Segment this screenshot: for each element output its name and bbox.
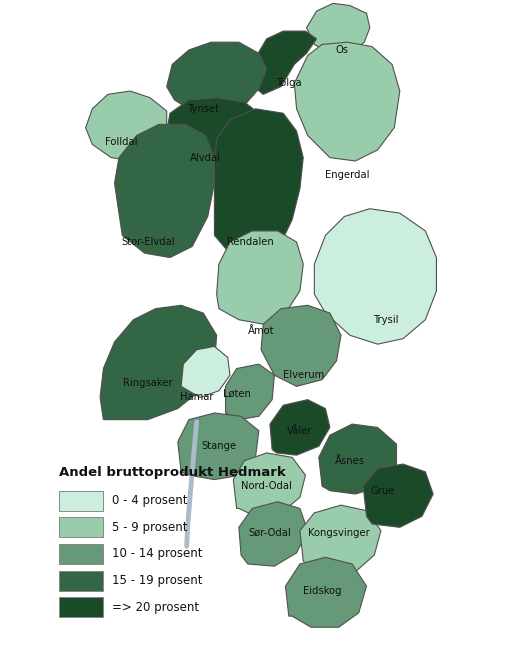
Text: Tolga: Tolga: [276, 78, 301, 88]
Text: Nord-Odal: Nord-Odal: [241, 481, 292, 491]
Polygon shape: [86, 91, 167, 161]
Text: => 20 prosent: => 20 prosent: [112, 601, 199, 614]
Polygon shape: [114, 124, 215, 257]
Text: 0 - 4 prosent: 0 - 4 prosent: [112, 494, 188, 507]
Polygon shape: [215, 109, 303, 264]
Polygon shape: [319, 424, 397, 494]
Text: Alvdal: Alvdal: [190, 153, 221, 162]
Polygon shape: [239, 502, 308, 566]
FancyBboxPatch shape: [59, 491, 103, 511]
Text: Eidskog: Eidskog: [303, 586, 341, 595]
Polygon shape: [217, 231, 303, 324]
FancyBboxPatch shape: [59, 571, 103, 591]
FancyBboxPatch shape: [59, 597, 103, 617]
Polygon shape: [261, 305, 341, 386]
Text: Elverum: Elverum: [283, 370, 324, 381]
Text: Folldal: Folldal: [105, 137, 137, 147]
Text: Åsnes: Åsnes: [335, 456, 365, 466]
Polygon shape: [250, 31, 316, 94]
Polygon shape: [225, 364, 274, 420]
Text: Kongsvinger: Kongsvinger: [308, 528, 369, 538]
Polygon shape: [314, 209, 436, 344]
Polygon shape: [178, 413, 259, 479]
Text: Sør-Odal: Sør-Odal: [248, 528, 291, 538]
Polygon shape: [181, 346, 230, 398]
Text: Os: Os: [336, 45, 349, 55]
Text: 10 - 14 prosent: 10 - 14 prosent: [112, 548, 203, 561]
Polygon shape: [167, 98, 263, 161]
Text: Ringsaker: Ringsaker: [123, 378, 173, 388]
Text: Løten: Løten: [223, 389, 250, 399]
Polygon shape: [300, 505, 381, 575]
Polygon shape: [100, 305, 217, 420]
FancyBboxPatch shape: [59, 517, 103, 537]
Text: Våler: Våler: [287, 426, 313, 436]
Text: Andel bruttoprodukt Hedmark: Andel bruttoprodukt Hedmark: [59, 466, 286, 479]
Text: Hamar: Hamar: [180, 392, 214, 402]
Text: Stange: Stange: [201, 441, 237, 451]
Text: Åmot: Åmot: [248, 326, 274, 336]
Text: Trysil: Trysil: [373, 315, 398, 325]
Text: Stor-Elvdal: Stor-Elvdal: [121, 237, 175, 247]
Polygon shape: [363, 464, 433, 527]
Text: Tynset: Tynset: [188, 103, 219, 114]
Text: 5 - 9 prosent: 5 - 9 prosent: [112, 521, 188, 534]
Polygon shape: [270, 400, 330, 455]
Text: Rendalen: Rendalen: [226, 237, 273, 247]
Text: Grue: Grue: [371, 486, 396, 496]
Polygon shape: [234, 453, 306, 516]
Text: 15 - 19 prosent: 15 - 19 prosent: [112, 574, 203, 587]
FancyBboxPatch shape: [59, 544, 103, 564]
Polygon shape: [294, 42, 400, 161]
Polygon shape: [286, 557, 366, 627]
Text: Engerdal: Engerdal: [326, 170, 370, 180]
Polygon shape: [167, 42, 267, 113]
Polygon shape: [307, 3, 370, 53]
